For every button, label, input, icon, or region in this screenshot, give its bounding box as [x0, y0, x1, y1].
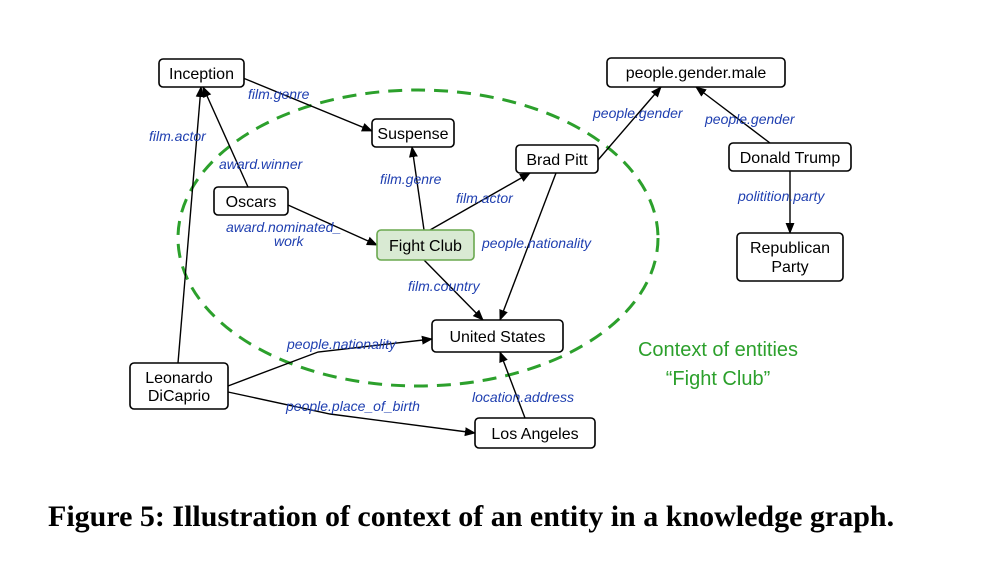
- edge-label-film-country: film.country: [408, 278, 481, 294]
- edge-label-film-genre-fightclub: film.genre: [380, 171, 442, 187]
- edge-leonardo-losangeles: [227, 391, 477, 437]
- edge-label-politician-party: politition.party: [737, 188, 825, 204]
- node-inception: Inception: [158, 58, 245, 88]
- node-suspense-label: Suspense: [377, 126, 448, 143]
- node-fight-club: Fight Club: [376, 229, 475, 261]
- edge-fightclub-bradpitt: [429, 172, 531, 231]
- edge-label-people-gender-bradpitt: people.gender: [592, 105, 684, 121]
- node-oscars: Oscars: [213, 186, 289, 216]
- edge-label-award-nominated-work: work: [274, 233, 305, 249]
- edge-label-film-actor-bradpitt: film.actor: [456, 190, 514, 206]
- edge-oscars-fightclub: [287, 204, 379, 246]
- node-republican-party-label-line2: Party: [771, 259, 808, 276]
- edge-label-people-nationality-bradpitt: people.nationality: [481, 235, 592, 251]
- edge-label-people-place-of-birth: people.place_of_birth: [285, 398, 420, 414]
- edge-label-people-nationality-leonardo: people.nationality: [286, 336, 397, 352]
- node-donald-trump: Donald Trump: [728, 142, 852, 172]
- edge-label-location-address: location.address: [472, 389, 574, 405]
- node-brad-pitt: Brad Pitt: [515, 144, 599, 174]
- node-leonardo-label-line2: DiCaprio: [148, 388, 210, 405]
- node-suspense: Suspense: [371, 118, 455, 148]
- knowledge-graph-diagram: film.genre film.actor award.winner award…: [129, 57, 852, 449]
- node-people-gender-male: people.gender.male: [606, 57, 786, 88]
- edge-label-film-actor-leonardo: film.actor: [149, 128, 207, 144]
- edge-leonardo-unitedstates: [227, 335, 434, 387]
- edge-leonardo-inception: [177, 85, 205, 364]
- edge-fightclub-unitedstates: [423, 259, 484, 321]
- edge-labels: film.genre film.actor award.winner award…: [149, 86, 825, 414]
- figure-caption: Figure 5: Illustration of context of an …: [48, 500, 895, 533]
- edge-losangeles-unitedstates: [499, 350, 526, 419]
- node-los-angeles: Los Angeles: [474, 417, 596, 449]
- node-republican-party: Republican Party: [736, 232, 844, 282]
- edges: [177, 77, 795, 437]
- node-brad-pitt-label: Brad Pitt: [526, 152, 588, 169]
- node-leonardo-label-line1: Leonardo: [145, 370, 213, 387]
- node-people-gender-male-label: people.gender.male: [626, 65, 767, 82]
- edge-bradpitt-gendermale: [597, 86, 662, 161]
- node-inception-label: Inception: [169, 66, 234, 83]
- context-ellipse: [176, 88, 660, 388]
- node-republican-party-label-line1: Republican: [750, 240, 830, 257]
- node-donald-trump-label: Donald Trump: [740, 150, 841, 167]
- edge-oscars-inception: [202, 85, 249, 188]
- node-oscars-label: Oscars: [226, 194, 277, 211]
- edge-label-award-winner: award.winner: [219, 156, 304, 172]
- edge-trump-gendermale: [695, 86, 771, 144]
- node-united-states: United States: [431, 319, 564, 353]
- edge-label-people-gender-trump: people.gender: [704, 111, 796, 127]
- edge-bradpitt-unitedstates: [499, 172, 557, 322]
- edge-fightclub-suspense: [409, 145, 425, 231]
- edge-inception-suspense: [242, 77, 374, 132]
- context-label-line1: Context of entities: [638, 339, 798, 361]
- node-los-angeles-label: Los Angeles: [491, 426, 578, 443]
- node-united-states-label: United States: [449, 329, 545, 346]
- context-label-line2: “Fight Club”: [666, 368, 770, 390]
- edge-label-film-genre-inception: film.genre: [248, 86, 310, 102]
- node-leonardo-dicaprio: Leonardo DiCaprio: [129, 362, 229, 410]
- edge-label-award-nominated: award.nominated_: [226, 219, 341, 235]
- node-fight-club-label: Fight Club: [389, 238, 462, 255]
